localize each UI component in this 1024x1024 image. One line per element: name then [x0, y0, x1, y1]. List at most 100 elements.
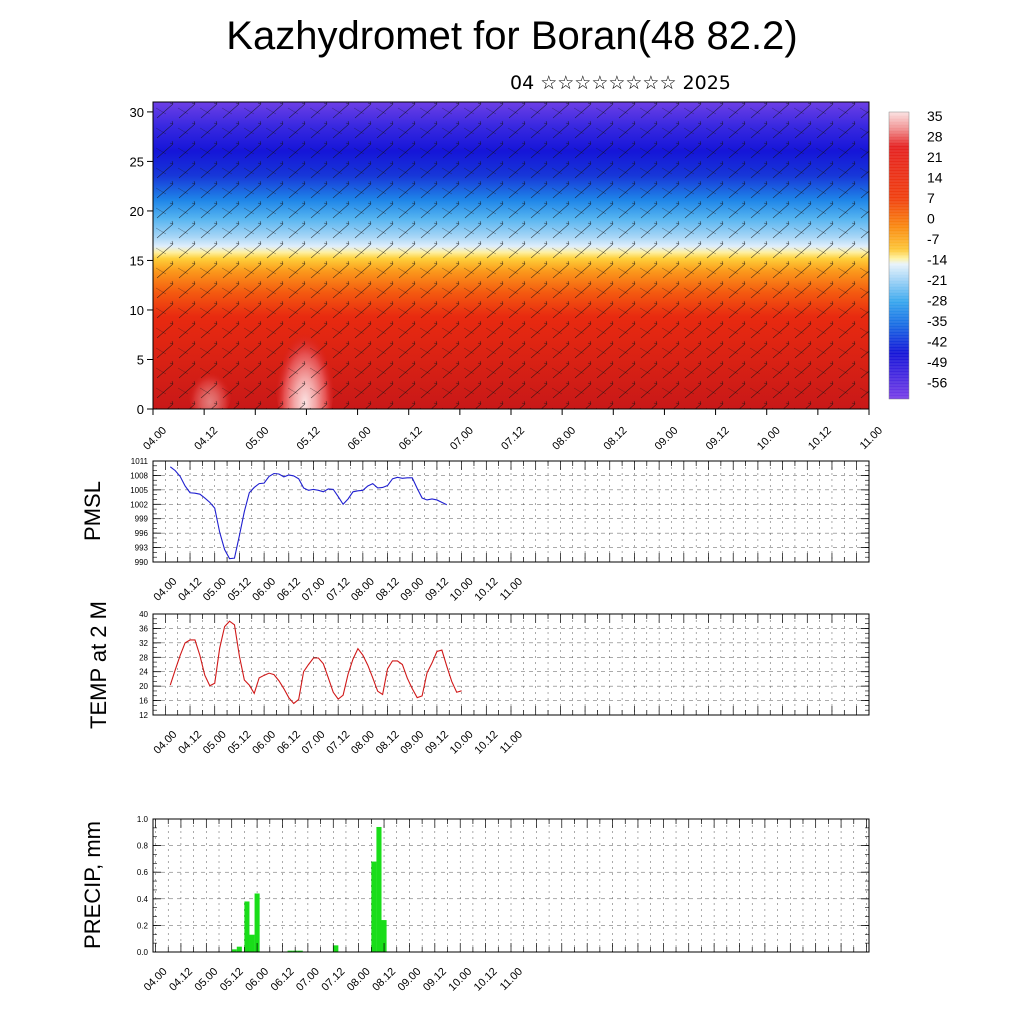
y-tick-label: 16: [139, 697, 148, 706]
cross-x-tick-label: 08.00: [550, 425, 578, 453]
pmsl-grid: [153, 461, 869, 562]
colorbar-frame: [888, 111, 910, 400]
x-tick-label: 09.00: [396, 966, 424, 994]
temperature-y-axis-label: TEMP at 2 M: [86, 601, 111, 729]
x-tick-label: 05.12: [226, 729, 254, 757]
y-tick-label: 993: [135, 544, 149, 553]
x-tick-label: 04.12: [176, 729, 204, 757]
cross-x-tick-label: 06.12: [397, 425, 425, 453]
colorbar-label: 28: [927, 129, 943, 145]
y-tick-label: 12: [139, 711, 148, 720]
precip-bar: [254, 893, 260, 952]
x-tick-label: 05.00: [201, 729, 229, 757]
x-tick-label: 09.12: [423, 576, 451, 604]
y-tick-label: 0.2: [137, 921, 149, 930]
x-tick-label: 08.00: [349, 729, 377, 757]
precip-bar: [249, 934, 255, 952]
precipitation-y-axis-label: PRECIP, mm: [80, 821, 105, 949]
x-tick-label: 10.00: [448, 729, 476, 757]
colorbar: 35 28 21 14 7 0 -7 -14 -21 -28 -35 -42 -49 -56: [888, 108, 947, 400]
colorbar-label: 14: [927, 170, 943, 186]
colorbar-label: -56: [927, 375, 947, 391]
x-tick-label: 08.00: [349, 576, 377, 604]
colorbar-label: 21: [927, 149, 943, 165]
cross-y-tick-label: 5: [137, 352, 144, 367]
x-tick-label: 05.00: [201, 576, 229, 604]
x-tick-label: 04.00: [152, 729, 180, 757]
x-tick-label: 09.00: [398, 729, 426, 757]
y-tick-label: 40: [139, 610, 148, 619]
precip-bar: [236, 946, 242, 952]
y-tick-label: 1011: [131, 457, 149, 466]
x-tick-label: 07.12: [324, 729, 352, 757]
temperature-series-line: [169, 620, 462, 705]
x-tick-label: 05.00: [192, 966, 220, 994]
colorbar-contours: [888, 111, 910, 400]
cross-x-tick-label: 05.12: [295, 425, 323, 453]
cross-x-tick-label: 06.00: [346, 425, 374, 453]
precip-bar: [231, 949, 237, 952]
precip-bar: [376, 826, 382, 952]
x-tick-label: 06.12: [269, 966, 297, 994]
page-subtitle: 04 ☆☆☆☆☆☆☆☆ 2025: [510, 72, 731, 94]
colorbar-labels: 35 28 21 14 7 0 -7 -14 -21 -28 -35 -42 -49 -56: [927, 108, 947, 391]
x-tick-label: 11.00: [498, 576, 525, 603]
cross-section-panel: 0 5 10 15 20 25 30 04.00 04.12 05.00 05.12 06.00 06…: [130, 101, 885, 453]
x-tick-label: 06.00: [250, 576, 278, 604]
x-tick-label: 11.00: [498, 966, 525, 993]
x-tick-label: 04.12: [176, 576, 204, 604]
y-tick-label: 0.0: [137, 948, 149, 957]
x-tick-label: 10.12: [472, 729, 500, 757]
colorbar-label: -21: [927, 272, 947, 288]
x-tick-label: 07.00: [294, 966, 322, 994]
x-tick-label: 09.12: [423, 729, 451, 757]
cross-y-tick-label: 15: [130, 253, 144, 268]
pmsl-y-axis-label: PMSL: [80, 481, 105, 541]
y-tick-label: 32: [139, 639, 148, 648]
colorbar-label: 7: [927, 190, 935, 206]
cross-y-tick-label: 0: [137, 402, 144, 417]
pmsl-panel: 990993996999100210051008101104.0004.1205…: [80, 457, 870, 604]
colorbar-label: -35: [927, 313, 947, 329]
wind-barbs: [153, 102, 869, 409]
x-tick-label: 06.12: [275, 576, 303, 604]
precip-bar: [333, 945, 339, 952]
x-tick-label: 10.00: [448, 576, 476, 604]
cross-x-tick-label: 09.12: [704, 425, 732, 453]
page-title: Kazhydromet for Boran(48 82.2): [226, 14, 798, 58]
precip-bar: [244, 901, 250, 952]
cross-x-tick-label: 10.00: [755, 425, 783, 453]
x-tick-label: 08.12: [374, 576, 402, 604]
colorbar-label: -14: [927, 252, 947, 268]
y-tick-label: 1005: [130, 486, 148, 495]
y-tick-label: 1002: [130, 500, 148, 509]
cross-x-tick-label: 07.12: [499, 425, 527, 453]
y-tick-label: 24: [139, 668, 148, 677]
colorbar-label: -49: [927, 354, 947, 370]
x-tick-label: 07.12: [324, 576, 352, 604]
cross-y-tick-label: 10: [130, 303, 144, 318]
x-tick-label: 08.12: [374, 729, 402, 757]
x-tick-label: 06.12: [275, 729, 303, 757]
precip-bar: [381, 920, 387, 952]
cross-y-tick-label: 25: [130, 154, 144, 169]
x-tick-label: 09.12: [421, 966, 449, 994]
x-tick-label: 11.00: [498, 729, 525, 756]
x-tick-label: 08.12: [370, 966, 398, 994]
cross-section-y-axis: 0 5 10 15 20 25 30: [130, 105, 153, 417]
cross-x-tick-label: 08.12: [601, 425, 629, 453]
y-tick-label: 0.6: [137, 868, 149, 877]
x-tick-label: 10.12: [472, 966, 500, 994]
precip-bar: [371, 861, 377, 952]
pmsl-series-line: [169, 466, 448, 560]
cross-x-tick-label: 10.12: [806, 425, 834, 453]
cross-x-tick-label: 09.00: [653, 425, 681, 453]
x-tick-label: 05.12: [226, 576, 254, 604]
y-tick-label: 996: [135, 529, 149, 538]
x-tick-label: 09.00: [398, 576, 426, 604]
colorbar-label: 35: [927, 108, 943, 124]
x-tick-label: 10.12: [472, 576, 500, 604]
x-tick-label: 06.00: [243, 966, 271, 994]
temperature-grid: [153, 614, 869, 715]
cross-x-tick-label: 05.00: [243, 425, 271, 453]
